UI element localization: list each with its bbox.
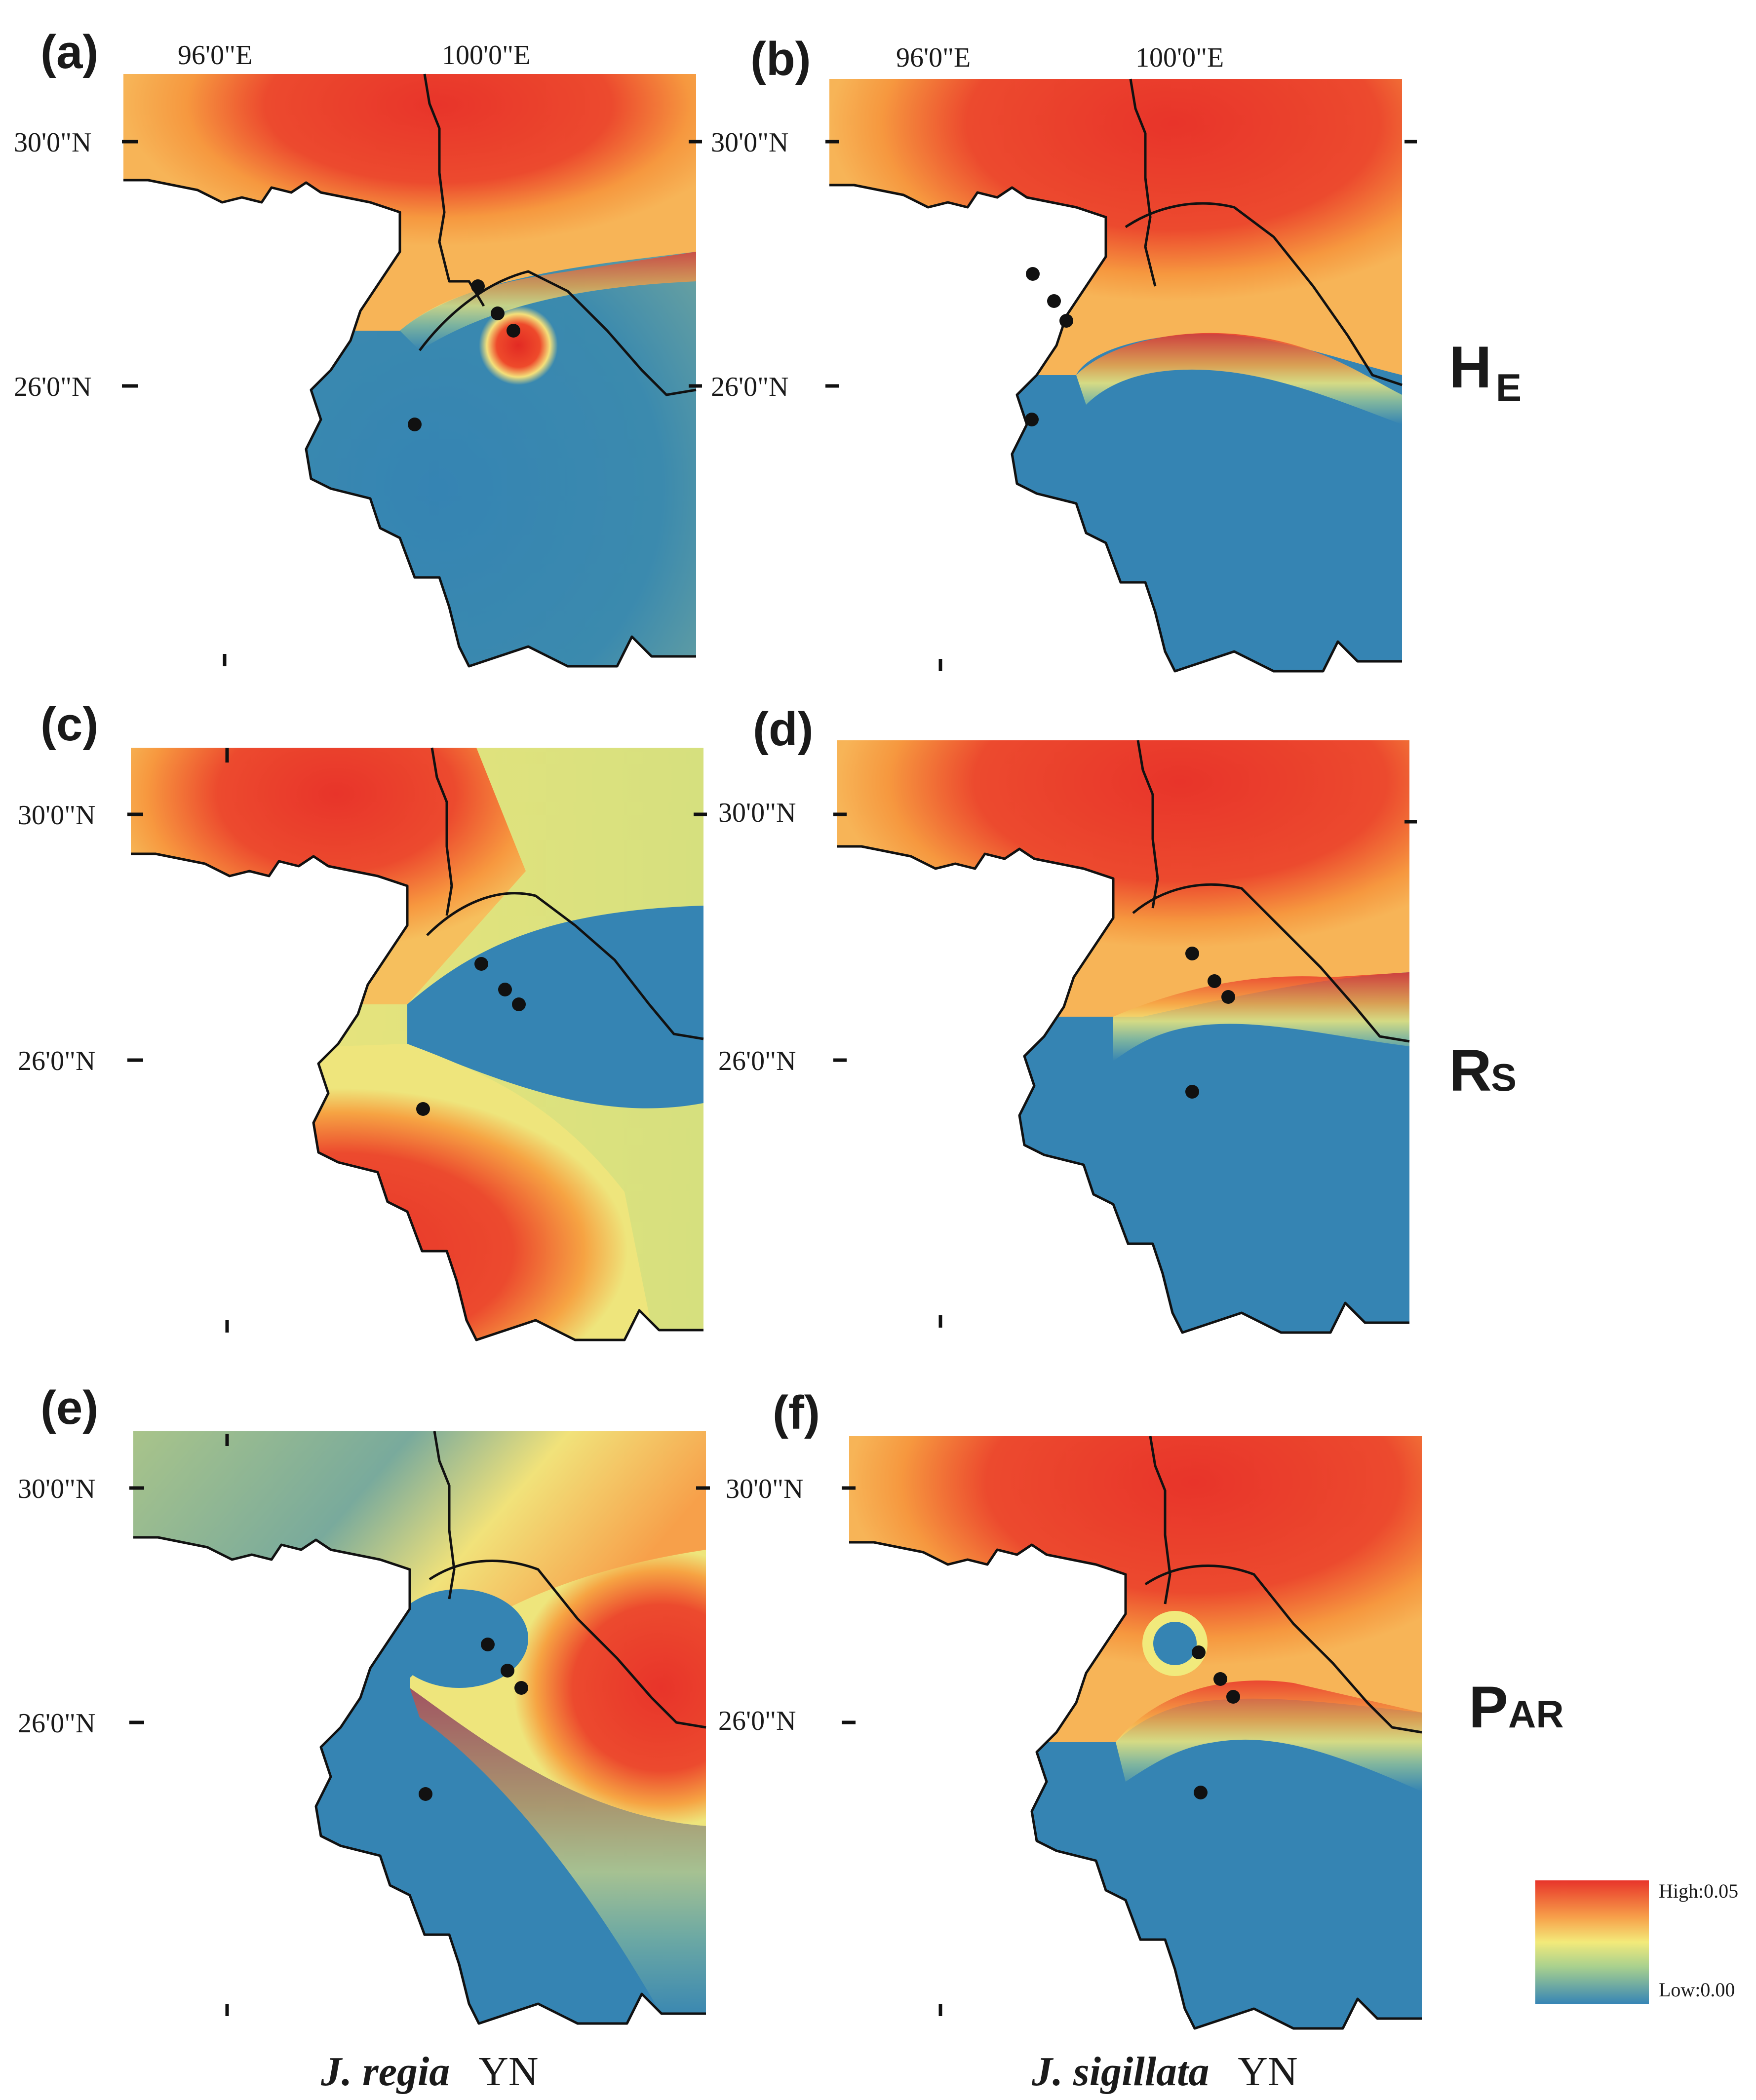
sampling-site — [507, 324, 520, 338]
sampling-site — [408, 418, 422, 431]
sampling-site — [1185, 1085, 1199, 1099]
lat-label: 26'0"N — [18, 1708, 95, 1739]
panel-a — [123, 74, 697, 668]
lat-label: 30'0"N — [18, 800, 95, 831]
lon-label: 96'0"E — [178, 40, 252, 71]
lat-label: 30'0"N — [18, 1474, 95, 1504]
svg-text:S: S — [1491, 1056, 1517, 1099]
metric-label-rs: R S — [1449, 1037, 1517, 1104]
lat-label: 30'0"N — [14, 127, 91, 158]
sampling-site — [1226, 1690, 1240, 1704]
sampling-site — [512, 997, 526, 1011]
lat-label: 26'0"N — [718, 1046, 796, 1076]
panel-label-d: (d) — [753, 703, 814, 756]
sampling-site — [1208, 974, 1221, 988]
lat-label: 30'0"N — [718, 798, 796, 828]
lon-label: 100'0"E — [442, 40, 530, 71]
sampling-site — [481, 1638, 495, 1651]
metric-label-par: P AR — [1469, 1674, 1564, 1740]
panel-e — [133, 1431, 706, 2025]
panel-c — [131, 747, 704, 1341]
panel-d — [837, 740, 1410, 1334]
sampling-site — [471, 279, 485, 293]
panel-f — [849, 1436, 1422, 2030]
sampling-site — [1213, 1672, 1227, 1686]
sampling-site — [491, 306, 505, 320]
panel-label-b: (b) — [750, 33, 811, 85]
svg-text:AR: AR — [1508, 1692, 1564, 1736]
sampling-site — [514, 1681, 528, 1695]
lat-label: 26'0"N — [14, 372, 91, 402]
legend-color-ramp — [1535, 1880, 1649, 2004]
lon-label: 100'0"E — [1135, 42, 1224, 73]
sampling-site — [1047, 294, 1061, 308]
sampling-site — [498, 983, 512, 996]
sampling-site — [419, 1787, 432, 1801]
panel-label-c: (c) — [40, 698, 98, 751]
legend-low-label: Low:0.00 — [1659, 1979, 1735, 2001]
svg-text:E: E — [1496, 366, 1522, 409]
lat-label: 26'0"N — [718, 1706, 796, 1736]
sampling-site — [1194, 1786, 1208, 1799]
lat-label: 26'0"N — [711, 372, 788, 402]
lat-label: 30'0"N — [726, 1474, 803, 1504]
column-caption-j-regia: J. regia YN — [320, 2049, 539, 2095]
svg-text:R: R — [1449, 1037, 1492, 1104]
sampling-site — [1185, 947, 1199, 960]
sampling-site — [1025, 413, 1039, 426]
sampling-site — [474, 957, 488, 971]
metric-label-he: H E — [1449, 334, 1522, 409]
column-caption-j-sigillata: J. sigillata YN — [1031, 2049, 1298, 2095]
lon-label: 96'0"E — [896, 42, 971, 73]
panel-label-f: (f) — [773, 1386, 820, 1439]
panel-label-a: (a) — [40, 26, 98, 78]
legend: High:0.05 Low:0.00 — [1535, 1880, 1738, 2004]
lat-label: 26'0"N — [18, 1046, 95, 1076]
legend-high-label: High:0.05 — [1659, 1880, 1738, 1902]
sampling-site — [1059, 314, 1073, 328]
svg-text:H: H — [1449, 334, 1492, 400]
sampling-site — [1026, 267, 1040, 281]
svg-text:P: P — [1469, 1674, 1508, 1740]
sampling-site — [416, 1102, 430, 1116]
sampling-site — [501, 1664, 514, 1678]
sampling-site — [1192, 1645, 1206, 1659]
panel-b — [829, 78, 1403, 673]
sampling-site — [1221, 990, 1235, 1004]
panel-label-e: (e) — [40, 1381, 98, 1434]
ticks — [122, 140, 1417, 2016]
lat-label: 30'0"N — [711, 127, 788, 158]
